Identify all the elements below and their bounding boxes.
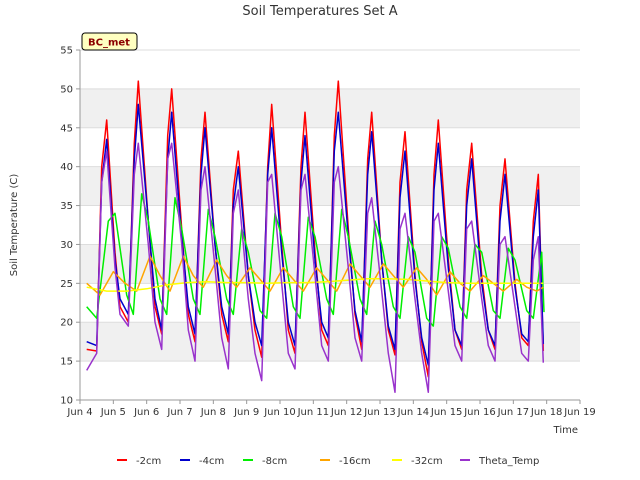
axes-group	[79, 50, 580, 401]
x-axis-label: Time	[553, 425, 578, 436]
y-tick-label: 40	[60, 162, 73, 173]
plot-bands	[80, 50, 580, 400]
station-badge-box	[81, 32, 138, 51]
x-tick-label: Jun 15	[430, 407, 463, 418]
station-badge: BC_met	[81, 32, 138, 51]
y-axis-label: Soil Temperature (C)	[9, 174, 20, 277]
tick-group: 10 15 20 25 30 35 40 45 50 55 Jun 4 Jun 5 Jun 6 Jun 7…	[60, 46, 596, 419]
x-tick-label: Jun 16	[463, 407, 496, 418]
y-tick-label: 25	[60, 279, 73, 290]
x-tick-label: Jun 11	[297, 407, 330, 418]
legend-label-1: -4cm	[199, 456, 224, 467]
x-tick-label: Jun 9	[233, 407, 259, 418]
plot-band	[80, 166, 580, 206]
x-tick-label: Jun 10	[263, 407, 296, 418]
y-tick-label: 55	[60, 46, 73, 57]
plot-band	[80, 205, 580, 245]
y-tick-label: 20	[60, 318, 73, 329]
series-line-2	[86, 193, 545, 327]
x-tick-label: Jun 4	[66, 407, 92, 418]
x-tick-label: Jun 7	[166, 407, 192, 418]
x-tick-label: Jun 14	[397, 407, 430, 418]
series-group	[86, 80, 545, 393]
x-tick-label: Jun 17	[497, 407, 530, 418]
y-tick-label: 45	[60, 123, 73, 134]
x-tick-label: Jun 6	[133, 407, 159, 418]
x-tick-label: Jun 19	[563, 407, 596, 418]
plot-band	[80, 50, 580, 89]
y-tick-label: 35	[60, 201, 73, 212]
y-tick-label: 50	[60, 84, 73, 95]
plot-band	[80, 88, 580, 128]
legend-label-4: -32cm	[411, 456, 443, 467]
x-tick-label: Jun 18	[530, 407, 563, 418]
legend-label-3: -16cm	[339, 456, 371, 467]
plot-band	[80, 361, 580, 400]
series-line-3	[86, 255, 544, 296]
x-tick-label: Jun 13	[363, 407, 396, 418]
series-line-5	[86, 142, 545, 393]
legend-label-5: Theta_Temp	[478, 456, 539, 467]
y-tick-label: 15	[60, 357, 73, 368]
station-badge-label: BC_met	[88, 38, 130, 49]
plot-band	[80, 127, 580, 167]
x-tick-label: Jun 8	[200, 407, 226, 418]
y-tick-label: 30	[60, 240, 73, 251]
legend: -2cm -4cm -8cm -16cm -32cm Theta_Temp	[117, 456, 539, 467]
y-tick-label: 10	[60, 396, 73, 407]
chart-title: Soil Temperatures Set A	[242, 4, 397, 19]
x-tick-label: Jun 12	[330, 407, 363, 418]
legend-label-2: -8cm	[262, 456, 287, 467]
x-tick-label: Jun 5	[100, 407, 126, 418]
legend-label-0: -2cm	[136, 456, 161, 467]
